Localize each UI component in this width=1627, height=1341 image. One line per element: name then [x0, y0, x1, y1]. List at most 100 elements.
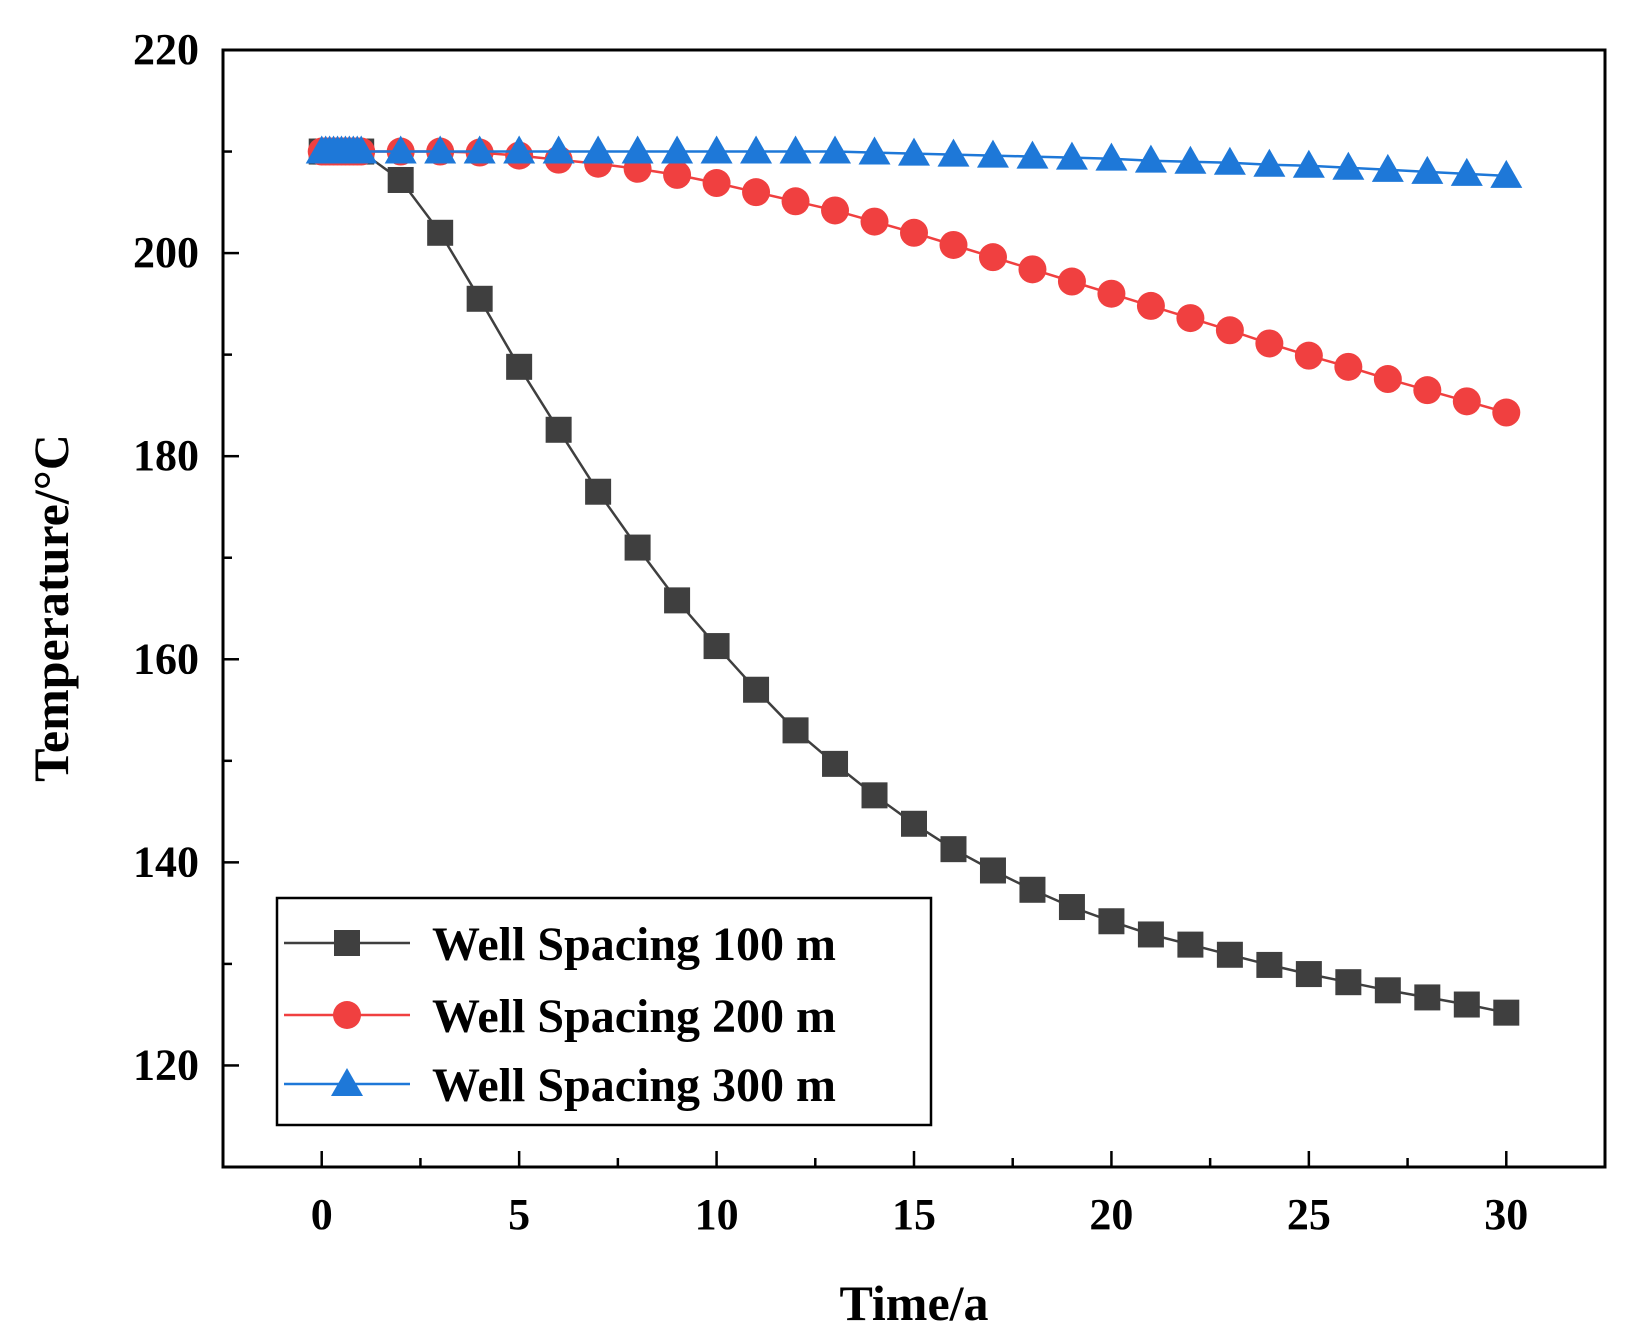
legend-marker	[333, 1001, 361, 1029]
data-point	[1055, 141, 1088, 170]
data-point	[1414, 984, 1441, 1011]
y-tick-label: 200	[133, 228, 199, 277]
data-point	[1332, 151, 1365, 180]
data-point	[978, 243, 1007, 272]
series-1	[308, 138, 1520, 1026]
legend-label: Well Spacing 100 m	[432, 918, 836, 971]
data-point	[979, 857, 1006, 884]
series-2	[307, 137, 1521, 427]
x-tick-label: 15	[892, 1190, 936, 1239]
data-point	[585, 478, 612, 505]
data-point	[898, 137, 930, 166]
data-point	[621, 135, 654, 164]
data-point	[1450, 157, 1483, 186]
data-point	[345, 135, 378, 164]
data-point	[542, 135, 575, 164]
data-point	[1490, 159, 1523, 188]
data-point	[1371, 153, 1404, 182]
x-tick-label: 30	[1484, 1190, 1528, 1239]
y-tick-label: 160	[133, 634, 199, 683]
data-point	[819, 135, 852, 164]
data-point	[1177, 931, 1204, 958]
series-3	[305, 135, 1523, 188]
data-point	[1492, 398, 1521, 427]
data-point	[1413, 376, 1442, 405]
series-line	[321, 150, 1507, 1014]
legend-label: Well Spacing 200 m	[432, 990, 836, 1043]
data-point	[1292, 149, 1325, 178]
data-point	[1295, 961, 1322, 988]
data-point	[1493, 999, 1520, 1026]
data-point	[861, 782, 888, 809]
data-point	[1019, 876, 1046, 903]
data-point	[1134, 144, 1167, 173]
data-point	[1216, 941, 1243, 968]
y-tick-label: 180	[133, 431, 199, 480]
data-point	[663, 160, 692, 189]
data-point	[939, 230, 968, 259]
y-tick-label: 120	[133, 1040, 199, 1089]
data-point	[387, 166, 414, 193]
data-point	[1213, 146, 1246, 175]
x-axis-title: Time/a	[839, 1275, 988, 1331]
data-point	[1253, 148, 1286, 177]
data-point	[427, 219, 454, 246]
data-point	[1016, 140, 1049, 169]
data-point	[858, 136, 891, 165]
data-point	[466, 285, 493, 312]
tick-labels-group: 0 5 10 15 20 25 30 120 140 160 180 200 220	[133, 25, 1528, 1239]
data-point	[900, 218, 928, 247]
legend: Well Spacing 100 m Well Spacing 200 m Well…	[275, 896, 933, 1127]
data-point	[384, 135, 417, 164]
legend-item-3: Well Spacing 300 m	[284, 1059, 836, 1112]
data-point	[702, 169, 731, 198]
x-tick-label: 5	[508, 1190, 530, 1239]
series-layer	[305, 135, 1523, 1026]
data-point	[700, 135, 733, 164]
legend-items: Well Spacing 100 m Well Spacing 200 m Well…	[284, 918, 836, 1112]
data-point	[1097, 279, 1126, 308]
x-tick-label: 10	[695, 1190, 739, 1239]
data-point	[779, 135, 812, 164]
data-point	[1176, 304, 1205, 333]
data-point	[1095, 142, 1128, 171]
data-point	[1453, 991, 1480, 1018]
data-point	[821, 196, 850, 225]
data-point	[1335, 969, 1362, 996]
series-line	[321, 150, 1507, 414]
data-point	[1411, 155, 1444, 184]
data-point	[937, 138, 970, 167]
data-point	[1373, 365, 1402, 394]
legend-item-2: Well Spacing 200 m	[284, 990, 836, 1043]
data-point	[545, 416, 572, 443]
data-point	[424, 135, 457, 164]
x-tick-label: 0	[311, 1190, 333, 1239]
legend-item-1: Well Spacing 100 m	[284, 918, 836, 971]
data-point	[624, 534, 651, 561]
data-point	[743, 676, 770, 703]
data-point	[1058, 894, 1085, 921]
data-point	[1018, 255, 1047, 284]
data-point	[582, 135, 615, 164]
ticks-group	[223, 48, 1508, 1169]
data-point	[664, 587, 691, 614]
data-point	[1174, 145, 1207, 174]
data-point	[703, 633, 730, 660]
x-tick-label: 25	[1287, 1190, 1331, 1239]
data-point	[1452, 387, 1481, 416]
y-tick-label: 140	[133, 837, 199, 886]
data-point	[782, 717, 809, 744]
y-tick-label: 220	[133, 25, 199, 74]
data-point	[1334, 352, 1363, 381]
y-axis-title: Temperature/°C	[23, 434, 79, 782]
data-point	[463, 135, 496, 164]
data-point	[503, 135, 536, 164]
legend-marker	[334, 930, 360, 956]
legend-box	[275, 896, 933, 1127]
data-point	[1215, 316, 1244, 345]
x-tick-label: 20	[1089, 1190, 1133, 1239]
data-point	[1098, 908, 1125, 935]
data-point	[1294, 341, 1323, 370]
data-point	[1137, 921, 1164, 948]
